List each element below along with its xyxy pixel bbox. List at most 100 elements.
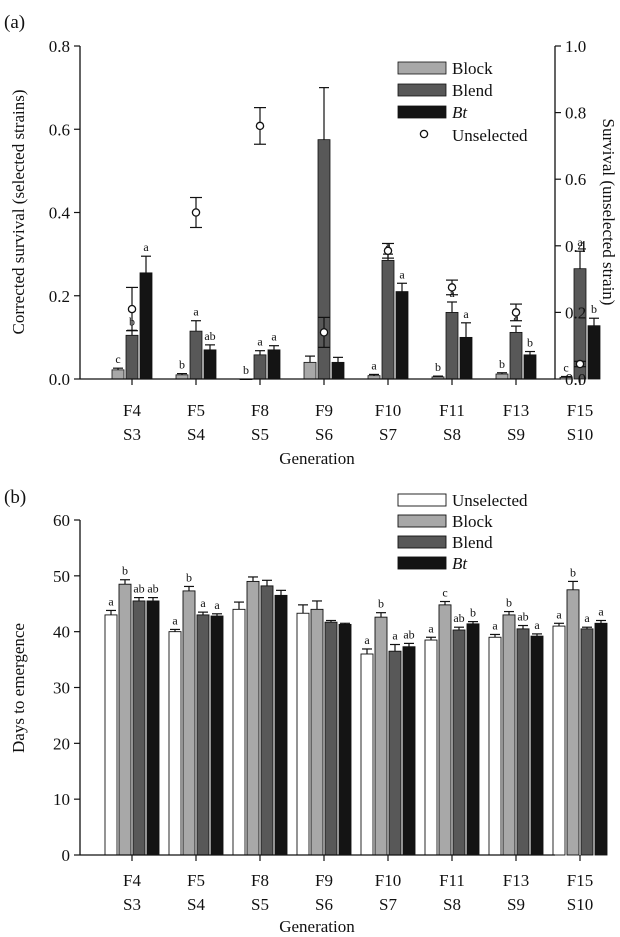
legend-a: Block Blend Bt Unselected bbox=[397, 59, 528, 145]
ytick-label-b: 10 bbox=[53, 790, 70, 809]
xtick-label2-b: S7 bbox=[379, 895, 397, 914]
ytick-label-b: 0 bbox=[62, 846, 71, 865]
bar-b-unselected bbox=[168, 631, 182, 856]
xtick-label2-b: S10 bbox=[567, 895, 593, 914]
xtick-label-b: F4 bbox=[123, 871, 141, 890]
bar-b-bt bbox=[210, 615, 224, 856]
bar-b-unselected bbox=[296, 612, 310, 856]
point-unselected bbox=[383, 246, 393, 256]
yaxis-title-b: Days to emergence bbox=[9, 623, 28, 753]
ytick-label-a: 0.0 bbox=[49, 370, 70, 389]
bar-a-blend bbox=[125, 334, 139, 380]
bar-a-bt bbox=[267, 349, 281, 380]
sig-letter-a: a bbox=[257, 335, 263, 349]
xtick-label-a: F11 bbox=[439, 401, 465, 420]
sig-letter-a: b bbox=[527, 336, 533, 350]
bar-b-unselected bbox=[488, 636, 502, 856]
legend-swatch-a bbox=[397, 61, 447, 75]
sig-letter-b: a bbox=[598, 605, 604, 619]
bar-a-block bbox=[111, 369, 125, 380]
ytick-label-a: 0.6 bbox=[49, 120, 70, 139]
legend-label-a: Block bbox=[452, 59, 493, 78]
sig-letter-b: a bbox=[200, 596, 206, 610]
panel-a: (a)cbbabbcbaaaaaaaabaaabb0.00.20.40.60.8… bbox=[4, 12, 618, 468]
xtick-label-a: F4 bbox=[123, 401, 141, 420]
legend-label-b: Blend bbox=[452, 533, 493, 552]
bar-b-block bbox=[182, 590, 196, 856]
sig-letter-a: a bbox=[271, 330, 277, 344]
sig-letter-a: b bbox=[179, 358, 185, 372]
ytick-right-label-a: 0.2 bbox=[565, 303, 586, 322]
sig-letter-a: a bbox=[463, 307, 469, 321]
sig-letter-b: a bbox=[364, 633, 370, 647]
xtick-label-b: F11 bbox=[439, 871, 465, 890]
xtick-label2-b: S5 bbox=[251, 895, 269, 914]
legend-swatch-b bbox=[397, 493, 447, 507]
yaxis-right-title-a: Survival (unselected strain) bbox=[599, 119, 618, 306]
sig-letter-b: a bbox=[172, 613, 178, 627]
sig-letter-a: b bbox=[499, 357, 505, 371]
sig-letter-b: b bbox=[470, 606, 476, 620]
sig-letter-b: a bbox=[584, 611, 590, 625]
bar-a-blend bbox=[445, 311, 459, 380]
bar-b-blend bbox=[324, 621, 338, 856]
bar-b-blend bbox=[388, 650, 402, 856]
bar-a-bt bbox=[139, 272, 153, 380]
yaxis-title-a: Corrected survival (selected strains) bbox=[9, 90, 28, 335]
xtick-label-a: F15 bbox=[567, 401, 593, 420]
bar-b-bt bbox=[146, 600, 160, 856]
sig-letter-b: ab bbox=[133, 582, 144, 596]
sig-letter-b: b bbox=[570, 565, 576, 579]
xtick-label-b: F9 bbox=[315, 871, 333, 890]
legend-swatch-b bbox=[397, 535, 447, 549]
xtick-label-b: F13 bbox=[503, 871, 529, 890]
xtick-label2-b: S3 bbox=[123, 895, 141, 914]
point-unselected bbox=[191, 208, 201, 217]
sig-letter-a: a bbox=[577, 235, 583, 249]
point-unselected bbox=[447, 283, 457, 292]
bar-a-bt bbox=[459, 336, 473, 380]
bar-a-blend bbox=[189, 330, 203, 380]
ytick-right-label-a: 0.6 bbox=[565, 170, 586, 189]
xtick-label-a: F8 bbox=[251, 401, 269, 420]
bar-b-blend bbox=[196, 614, 210, 856]
sig-letter-a: a bbox=[193, 305, 199, 319]
point-unselected bbox=[127, 304, 137, 314]
panel-a-label: (a) bbox=[4, 12, 25, 33]
xtick-label2-a: S9 bbox=[507, 425, 525, 444]
ytick-label-b: 30 bbox=[53, 679, 70, 698]
sig-letter-a: b bbox=[243, 363, 249, 377]
xtick-label2-a: S5 bbox=[251, 425, 269, 444]
xtick-label-a: F10 bbox=[375, 401, 401, 420]
sig-letter-b: ab bbox=[453, 611, 464, 625]
sig-letter-a: a bbox=[399, 267, 405, 281]
point-unselected bbox=[575, 359, 585, 369]
sig-letter-b: b bbox=[122, 564, 128, 578]
xtick-label2-a: S6 bbox=[315, 425, 333, 444]
bar-a-bt bbox=[331, 361, 345, 380]
bar-a-blend bbox=[381, 259, 395, 380]
bar-b-unselected bbox=[424, 639, 438, 856]
bar-b-block bbox=[310, 608, 324, 856]
bar-a-blend bbox=[253, 354, 267, 380]
sig-letter-b: a bbox=[428, 621, 434, 635]
xtick-label-b: F10 bbox=[375, 871, 401, 890]
xaxis-title-a: Generation bbox=[279, 449, 355, 468]
legend-b: Unselected Block Blend Bt bbox=[397, 491, 528, 573]
sig-letter-a: b bbox=[435, 360, 441, 374]
legend-swatch-a bbox=[397, 83, 447, 97]
xtick-label-b: F15 bbox=[567, 871, 593, 890]
xtick-label2-b: S9 bbox=[507, 895, 525, 914]
sig-letter-b: b bbox=[378, 597, 384, 611]
ytick-right-label-a: 1.0 bbox=[565, 37, 586, 56]
bar-b-unselected bbox=[552, 625, 566, 856]
bar-a-block bbox=[303, 361, 317, 380]
legend-label-b: Unselected bbox=[452, 491, 528, 510]
point-unselected bbox=[511, 308, 521, 317]
point-unselected bbox=[319, 328, 329, 337]
xtick-label2-a: S3 bbox=[123, 425, 141, 444]
bar-b-blend bbox=[132, 600, 146, 856]
bar-b-bt bbox=[402, 646, 416, 856]
sig-letter-a: ab bbox=[204, 329, 215, 343]
